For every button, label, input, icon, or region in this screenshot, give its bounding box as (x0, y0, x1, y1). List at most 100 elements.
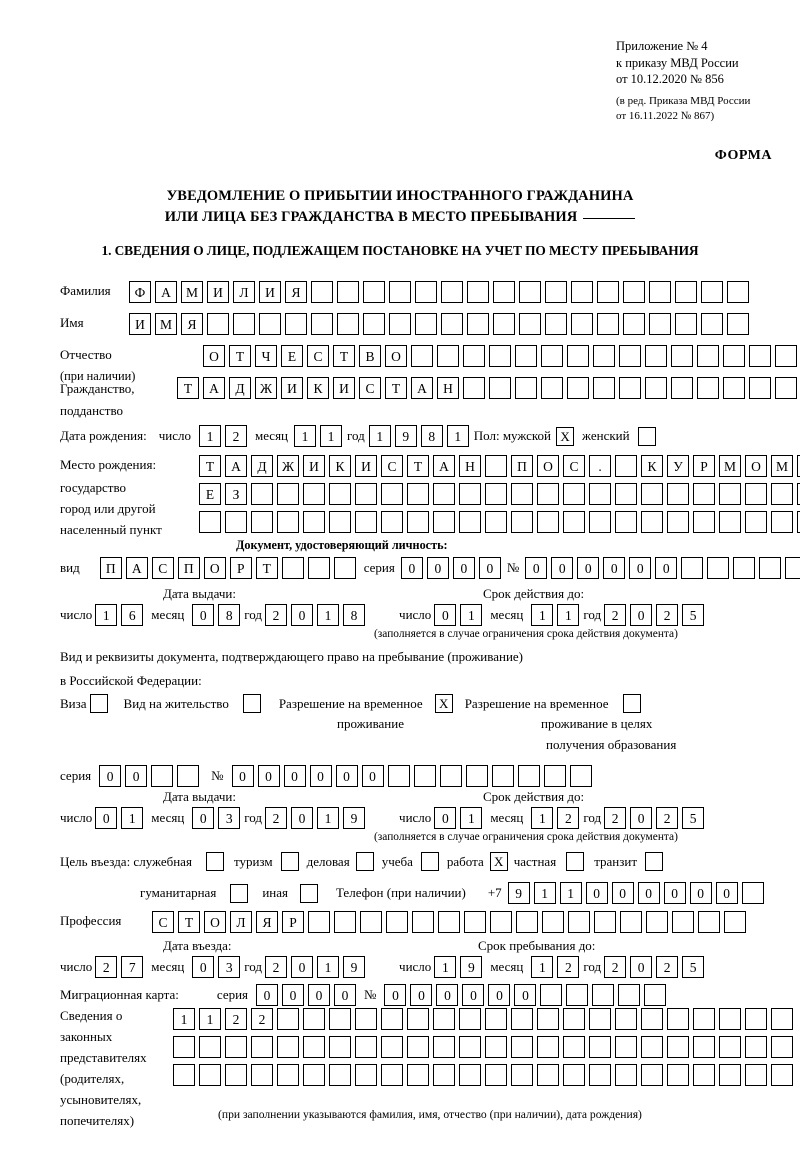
char-box[interactable] (389, 281, 411, 303)
char-box[interactable]: 0 (434, 807, 457, 829)
char-box[interactable]: С (381, 455, 403, 477)
char-box[interactable] (671, 345, 693, 367)
checkbox-visa[interactable] (89, 694, 108, 713)
char-box[interactable]: 0 (384, 984, 407, 1006)
char-box[interactable]: У (667, 455, 689, 477)
char-box[interactable] (589, 1064, 611, 1086)
char-box[interactable]: Т (229, 345, 251, 367)
char-box[interactable] (741, 882, 764, 904)
char-box[interactable]: 0 (309, 765, 332, 787)
char-box[interactable] (693, 511, 715, 533)
char-box[interactable] (407, 511, 429, 533)
char-box[interactable]: 3 (218, 807, 241, 829)
char-box[interactable]: 3 (218, 956, 241, 978)
char-box[interactable]: Т (333, 345, 355, 367)
char-box[interactable]: 1 (317, 956, 340, 978)
char-box[interactable] (618, 984, 641, 1006)
char-box[interactable]: 0 (630, 807, 653, 829)
char-box[interactable]: Ф (129, 281, 151, 303)
char-box[interactable] (797, 511, 800, 533)
char-box[interactable]: 1 (446, 425, 469, 447)
char-box[interactable]: 1 (199, 1008, 221, 1030)
char-box[interactable] (623, 281, 645, 303)
char-box[interactable] (597, 281, 619, 303)
char-box[interactable] (151, 765, 174, 787)
char-box[interactable] (311, 281, 333, 303)
char-box[interactable]: 1 (121, 807, 144, 829)
char-box[interactable] (251, 511, 273, 533)
char-box[interactable]: 2 (604, 956, 627, 978)
char-box[interactable] (329, 511, 351, 533)
char-box[interactable] (303, 483, 325, 505)
char-box[interactable]: 1 (95, 604, 118, 626)
char-box[interactable]: Л (230, 911, 252, 933)
char-box[interactable] (537, 483, 559, 505)
char-box[interactable]: 9 (507, 882, 530, 904)
char-box[interactable] (277, 1036, 299, 1058)
char-box[interactable]: 0 (611, 882, 634, 904)
char-box[interactable]: 2 (604, 604, 627, 626)
char-box[interactable] (207, 313, 229, 335)
char-box[interactable] (693, 483, 715, 505)
char-box[interactable] (467, 281, 489, 303)
char-box[interactable] (563, 1036, 585, 1058)
char-box[interactable] (355, 1064, 377, 1086)
char-box[interactable]: 0 (291, 604, 314, 626)
char-box[interactable] (311, 313, 333, 335)
char-box[interactable] (571, 313, 593, 335)
char-box[interactable]: 0 (585, 882, 608, 904)
checkbox-temp-edu[interactable] (622, 694, 641, 713)
char-box[interactable] (615, 455, 637, 477)
char-box[interactable] (433, 1008, 455, 1030)
char-box[interactable]: 0 (577, 557, 600, 579)
checkbox-female[interactable] (637, 426, 656, 446)
char-box[interactable]: К (329, 455, 351, 477)
char-box[interactable] (675, 281, 697, 303)
char-box[interactable] (545, 313, 567, 335)
char-box[interactable] (719, 483, 741, 505)
char-box[interactable]: 0 (452, 557, 475, 579)
char-box[interactable] (485, 1036, 507, 1058)
char-box[interactable] (543, 765, 566, 787)
char-box[interactable]: 1 (460, 604, 483, 626)
char-box[interactable]: . (589, 455, 611, 477)
char-box[interactable] (177, 765, 200, 787)
char-box[interactable] (745, 1036, 767, 1058)
char-box[interactable]: Е (199, 483, 221, 505)
char-box[interactable] (745, 483, 767, 505)
char-box[interactable] (615, 1036, 637, 1058)
char-box[interactable]: 2 (656, 604, 679, 626)
char-box[interactable]: 1 (198, 425, 221, 447)
char-box[interactable]: А (125, 557, 148, 579)
char-box[interactable] (387, 765, 410, 787)
char-box[interactable] (519, 313, 541, 335)
char-box[interactable] (439, 765, 462, 787)
char-box[interactable] (771, 1008, 793, 1030)
char-box[interactable]: 0 (291, 807, 314, 829)
char-box[interactable]: 0 (192, 604, 215, 626)
char-box[interactable] (667, 1008, 689, 1030)
char-box[interactable]: С (359, 377, 381, 399)
char-box[interactable]: И (355, 455, 377, 477)
char-box[interactable] (537, 1036, 559, 1058)
char-box[interactable]: М (181, 281, 203, 303)
char-box[interactable] (641, 1036, 663, 1058)
char-box[interactable] (489, 345, 511, 367)
char-box[interactable] (519, 281, 541, 303)
checkbox-purpose-transit[interactable] (645, 852, 664, 871)
char-box[interactable] (675, 313, 697, 335)
char-box[interactable]: А (433, 455, 455, 477)
